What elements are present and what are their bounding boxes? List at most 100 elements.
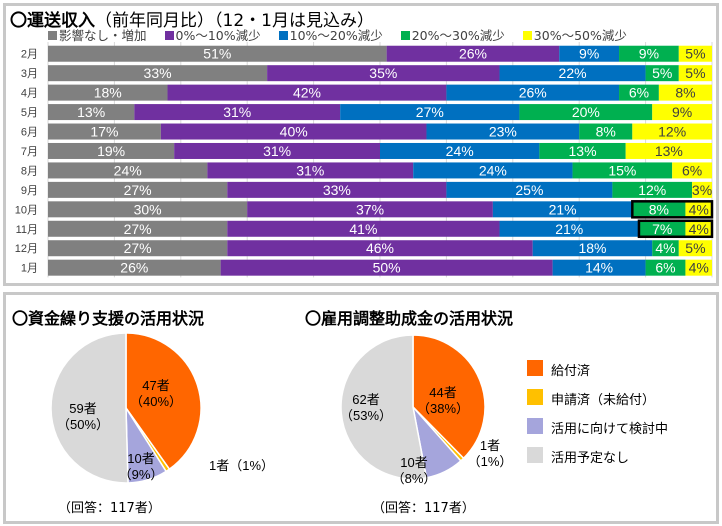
bar-segment — [685, 201, 712, 218]
bar-segment — [612, 181, 693, 198]
bar-segment — [340, 104, 520, 121]
bar-segment — [48, 240, 228, 257]
data-label: 6% — [682, 162, 702, 178]
category-label: 9月 — [21, 185, 38, 197]
bar-segment — [645, 259, 686, 276]
category-label: 11月 — [16, 224, 38, 236]
bar-segment — [519, 104, 653, 121]
bar-segment — [247, 201, 493, 218]
bar-legend-item: 0%～10%減少 — [164, 25, 261, 44]
bar-segment — [227, 240, 533, 257]
data-label: 5% — [685, 240, 705, 256]
bar-segment — [48, 220, 228, 237]
bar-segment — [579, 123, 633, 140]
pie-legend-item: 活用予定なし — [527, 447, 668, 476]
revenue-title-sub: （前年同月比）（12・1月は見込み） — [95, 11, 374, 31]
category-label: 12月 — [15, 243, 38, 255]
category-label: 6月 — [21, 127, 38, 139]
data-label: 12% — [658, 124, 686, 140]
bar-segment — [539, 142, 626, 159]
data-label: 40% — [280, 124, 308, 140]
data-label: 13% — [77, 104, 105, 120]
data-label: 9% — [579, 46, 599, 62]
data-label: 26% — [519, 85, 547, 101]
data-label: 6% — [655, 260, 675, 276]
bar-segment — [619, 45, 679, 62]
data-label: 7% — [652, 221, 672, 237]
bar-segment — [227, 220, 500, 237]
legend-label: 影響なし・増加 — [59, 28, 147, 43]
bar-segment — [48, 142, 175, 159]
bar-segment — [619, 84, 659, 101]
stacked-bar-chart: 2月 51% 26% 9% 9% 5% 3月 33% 35% 22% 5% 5% 4月 18% 42% 26%… — [15, 42, 714, 278]
data-label: 5% — [685, 65, 705, 81]
data-label: 15% — [608, 162, 636, 178]
bar-segment — [174, 142, 380, 159]
bar-segment — [499, 65, 646, 82]
category-label: 3月 — [21, 68, 38, 80]
data-label: 9% — [639, 46, 659, 62]
bar-segment — [426, 123, 580, 140]
legend-swatch — [48, 31, 57, 40]
bar-segment — [48, 201, 248, 218]
bar-segment — [572, 162, 673, 179]
bar-segment — [625, 142, 712, 159]
bar-segment — [678, 45, 712, 62]
bar-segment — [678, 65, 712, 82]
legend-label: 20%～30%減少 — [411, 28, 505, 43]
data-label: 31% — [223, 104, 251, 120]
bar-segment — [386, 45, 560, 62]
data-label: 26% — [120, 260, 148, 276]
bar-legend-item: 影響なし・増加 — [48, 25, 147, 44]
bar-segment — [413, 162, 573, 179]
data-label: 13% — [569, 143, 597, 159]
bar-segment — [645, 65, 679, 82]
legend-swatch — [527, 360, 543, 376]
data-label: 22% — [559, 65, 587, 81]
bar-legend: 影響なし・増加 0%～10%減少 10%～20%減少 20%～30%減少 30%～50%… — [48, 25, 645, 44]
bar-segment — [48, 104, 135, 121]
pie1-title: 〇資金繰り支援の活用状況 — [12, 309, 205, 328]
legend-swatch — [527, 418, 543, 434]
data-label: 23% — [489, 124, 517, 140]
data-label: 33% — [323, 182, 351, 198]
bar-segment — [48, 65, 268, 82]
data-label: 35% — [369, 65, 397, 81]
bar-segment — [134, 104, 341, 121]
bar-segment — [632, 201, 686, 218]
category-label: 1月 — [21, 263, 38, 275]
bar-segment — [638, 220, 686, 237]
bar-legend-item: 20%～30%減少 — [400, 25, 505, 44]
data-label: 12% — [638, 182, 666, 198]
data-label: 4% — [655, 240, 675, 256]
bar-segment — [48, 123, 161, 140]
pie-legend-item: 活用に向けて検討中 — [527, 418, 668, 447]
legend-label: 30%～50%減少 — [533, 28, 627, 43]
bar-segment — [559, 45, 620, 62]
bar-segment — [446, 84, 620, 101]
category-label: 7月 — [21, 146, 38, 158]
category-label: 5月 — [21, 107, 38, 119]
pie-legend-item: 申請済（未給付） — [527, 389, 668, 418]
category-label: 2月 — [21, 49, 38, 61]
data-label: 18% — [578, 240, 606, 256]
data-label: 13% — [655, 143, 683, 159]
bar-segment — [267, 65, 500, 82]
data-label: 51% — [203, 46, 231, 62]
pie-legend-item: 給付済 — [527, 360, 668, 389]
pie1-respondents-note: （回答：117者） — [58, 501, 161, 516]
revenue-chart-title: 〇運送収入（前年同月比）（12・1月は見込み） — [10, 6, 374, 31]
legend-label: 活用に向けて検討中 — [551, 422, 669, 437]
data-label: 6% — [629, 85, 649, 101]
data-label: 46% — [366, 240, 394, 256]
bar-segment — [552, 259, 646, 276]
bar-segment — [652, 240, 679, 257]
bar-segment — [672, 162, 712, 179]
pie2-respondents-note: （回答：117者） — [372, 501, 475, 516]
data-label: 27% — [124, 221, 152, 237]
data-label: 37% — [356, 201, 384, 217]
data-label: 9% — [672, 104, 692, 120]
legend-label: 給付済 — [551, 364, 591, 379]
bar-segment — [48, 162, 208, 179]
bar-segment — [532, 240, 653, 257]
